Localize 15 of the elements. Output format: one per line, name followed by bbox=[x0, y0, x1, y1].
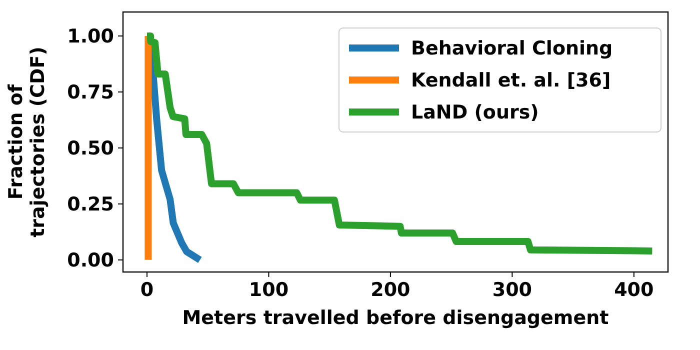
x-tick-label: 300 bbox=[492, 279, 532, 301]
y-tick-label: 0.75 bbox=[67, 82, 114, 104]
legend-label: LaND (ours) bbox=[411, 102, 539, 124]
x-tick-label: 100 bbox=[248, 279, 289, 301]
legend-label: Behavioral Cloning bbox=[411, 38, 613, 60]
x-tick-label: 200 bbox=[370, 279, 410, 301]
y-tick-label: 0.50 bbox=[67, 138, 114, 160]
x-axis-title: Meters travelled before disengagement bbox=[182, 307, 609, 329]
y-tick-label: 0.25 bbox=[67, 194, 114, 216]
legend-label: Kendall et. al. [36] bbox=[411, 70, 611, 92]
y-tick-label: 1.00 bbox=[67, 26, 114, 48]
x-tick-label: 0 bbox=[140, 279, 154, 301]
y-tick-label: 0.00 bbox=[67, 250, 114, 272]
y-axis-title: Fraction of trajectories (CDF) bbox=[5, 46, 49, 238]
x-tick-label: 400 bbox=[614, 279, 654, 301]
